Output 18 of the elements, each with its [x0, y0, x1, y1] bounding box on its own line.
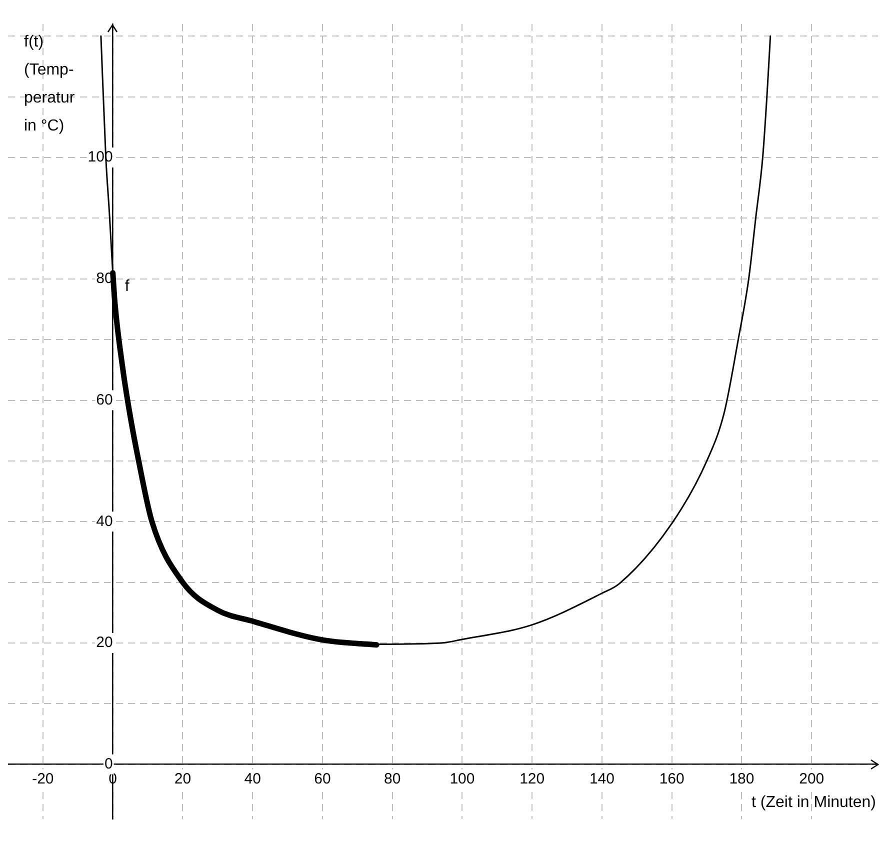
x-tick-label: 140	[589, 770, 614, 788]
y-tick-label: 60	[96, 391, 113, 408]
x-tick-label: 180	[729, 770, 754, 788]
x-tick-label: 40	[244, 770, 261, 788]
annotation: f	[124, 278, 130, 296]
x-tick-label: 20	[174, 770, 192, 788]
y-tick-label: 20	[96, 634, 113, 652]
y-axis-title: f(t) (Temp- peratur in °C)	[24, 33, 76, 134]
y-tick-label: 40	[96, 512, 113, 530]
x-tick-label: 80	[384, 770, 401, 788]
x-tick-label: 60	[314, 770, 331, 788]
x-tick-label: -20	[32, 770, 54, 788]
x-tick-label: 120	[520, 770, 545, 788]
y-tick-label: 0	[104, 756, 113, 773]
x-tick-label: 200	[799, 770, 824, 788]
x-tick-label: 100	[450, 770, 475, 788]
x-tick-label: 160	[659, 770, 684, 788]
x-axis-title: t (Zeit in Minuten)	[752, 794, 876, 811]
